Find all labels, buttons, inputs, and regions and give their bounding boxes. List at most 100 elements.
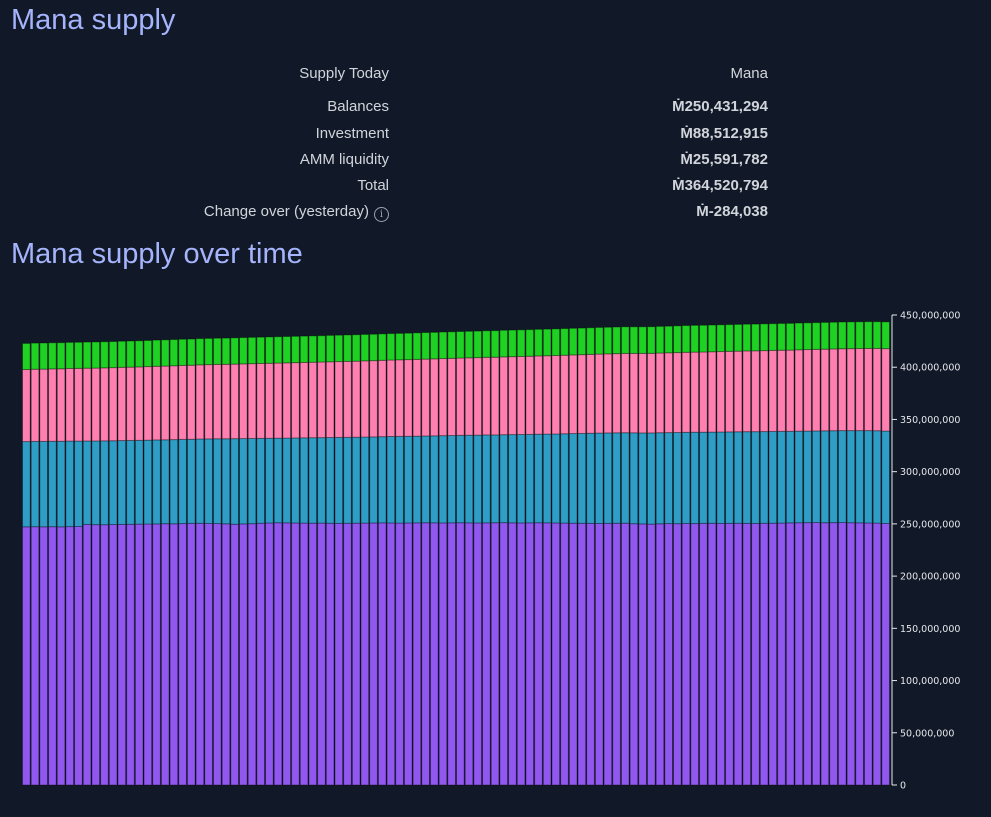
bar-segment-s0-15 (152, 523, 161, 786)
y-tick-label: 300,000,000 (900, 467, 960, 478)
bar-segment-s3-76 (681, 325, 691, 353)
info-icon[interactable]: i (374, 207, 389, 222)
bar-segment-s1-4 (56, 440, 66, 528)
bar-segment-s2-49 (447, 357, 457, 437)
bar-segment-s3-6 (74, 341, 83, 369)
bar-segment-s0-59 (534, 522, 543, 786)
bar-segment-s3-53 (482, 330, 491, 358)
bar-segment-s1-77 (690, 431, 700, 525)
bar-segment-s0-81 (725, 522, 734, 786)
bar-segment-s3-12 (126, 340, 135, 368)
bar-segment-s1-28 (265, 437, 274, 524)
change-label: Change over (yesterday) (203, 203, 369, 220)
bar-segment-s2-44 (403, 359, 413, 437)
bar-segment-s0-48 (438, 522, 448, 786)
bar-segment-s2-60 (542, 355, 552, 435)
bar-segment-s1-30 (282, 437, 292, 524)
bar-segment-s2-41 (377, 359, 387, 438)
bar-segment-s3-39 (360, 333, 370, 362)
bar-segment-s0-87 (777, 522, 786, 786)
bar-segment-s0-9 (100, 524, 109, 786)
bar-segment-s2-34 (317, 361, 326, 439)
bar-segment-s2-1 (30, 368, 40, 442)
bar-segment-s3-90 (803, 322, 812, 351)
bar-segment-s2-28 (265, 362, 274, 439)
bar-segment-s3-45 (412, 332, 422, 360)
bar-segment-s0-90 (803, 522, 812, 786)
bar-segment-s1-45 (412, 435, 422, 524)
bar-segment-s2-68 (612, 353, 621, 434)
bar-segment-s3-81 (725, 324, 734, 352)
bar-segment-s2-24 (230, 363, 240, 440)
bar-segment-s0-65 (586, 522, 595, 786)
bar-segment-s2-42 (386, 359, 396, 437)
bar-segment-s1-29 (273, 437, 283, 524)
bar-segment-s1-32 (299, 437, 309, 524)
bar-segment-s3-34 (317, 335, 326, 363)
bar-segment-s1-47 (429, 435, 439, 524)
bar-segment-s1-43 (395, 435, 404, 524)
bar-segment-s0-41 (377, 522, 387, 786)
bar-segment-s2-29 (273, 362, 283, 439)
bar-segment-s3-98 (872, 321, 882, 349)
y-tick-label: 50,000,000 (900, 728, 954, 739)
bar-segment-s2-82 (733, 350, 743, 433)
bar-segment-s3-1 (30, 342, 40, 370)
bar-segment-s1-97 (863, 430, 873, 524)
bar-segment-s3-37 (343, 334, 352, 362)
bar-segment-s2-72 (646, 352, 656, 434)
bar-segment-s0-93 (829, 522, 838, 786)
bar-segment-s2-47 (429, 358, 439, 437)
bar-segment-s1-40 (369, 436, 378, 524)
bar-segment-s1-34 (317, 437, 326, 524)
bar-segment-s1-78 (699, 431, 708, 524)
bar-segment-s1-55 (499, 434, 509, 524)
bar-segment-s1-11 (117, 440, 127, 525)
bar-segment-s2-26 (247, 363, 257, 439)
bar-segment-s0-92 (820, 522, 830, 786)
bar-segment-s0-52 (473, 522, 483, 786)
y-tick-label: 100,000,000 (900, 676, 960, 687)
bar-segment-s0-45 (412, 522, 422, 786)
bar-segment-s3-15 (152, 339, 161, 367)
bar-segment-s2-43 (395, 359, 404, 437)
y-tick-label: 0 (900, 781, 906, 792)
bar-segment-s3-92 (820, 321, 830, 350)
bar-segment-s3-18 (178, 338, 187, 366)
bar-segment-s3-63 (568, 327, 578, 356)
bar-segment-s3-59 (534, 328, 543, 357)
bar-segment-s2-18 (178, 364, 187, 440)
bar-segment-s0-0 (22, 526, 31, 786)
bar-segment-s2-3 (48, 368, 57, 442)
bar-segment-s0-96 (855, 522, 864, 786)
row-label: Investment (315, 125, 389, 142)
bar-segment-s1-13 (134, 439, 144, 525)
bar-segment-s0-55 (499, 522, 509, 786)
bar-segment-s0-85 (759, 522, 769, 786)
bar-segment-s3-4 (56, 342, 66, 370)
bar-segment-s3-60 (542, 328, 552, 357)
bar-segment-s2-5 (65, 367, 75, 442)
bar-segment-s3-51 (464, 330, 474, 359)
bar-segment-s1-64 (577, 432, 587, 524)
header-value: Mana (730, 65, 768, 82)
bar-segment-s0-37 (343, 522, 352, 786)
bar-segment-s0-12 (126, 523, 135, 786)
bar-segment-s3-36 (334, 334, 344, 363)
bar-segment-s0-62 (560, 522, 569, 786)
bar-segment-s1-79 (707, 431, 717, 524)
bar-segment-s1-3 (48, 440, 57, 528)
bar-segment-s3-48 (438, 331, 448, 360)
bar-segment-s1-52 (473, 434, 483, 524)
bar-segment-s2-55 (499, 356, 509, 436)
bar-segment-s2-36 (334, 361, 344, 438)
bar-segment-s3-73 (655, 325, 665, 354)
bar-segment-s2-52 (473, 357, 483, 436)
table-row: Change over (yesterday) i Ṁ-284,038 (0, 203, 991, 223)
bar-segment-s1-7 (82, 440, 92, 525)
bar-segment-s1-23 (221, 438, 231, 525)
bar-segment-s1-36 (334, 436, 344, 524)
bar-segment-s3-55 (499, 329, 509, 358)
bar-segment-s2-93 (829, 348, 838, 432)
bar-segment-s2-74 (664, 352, 674, 434)
